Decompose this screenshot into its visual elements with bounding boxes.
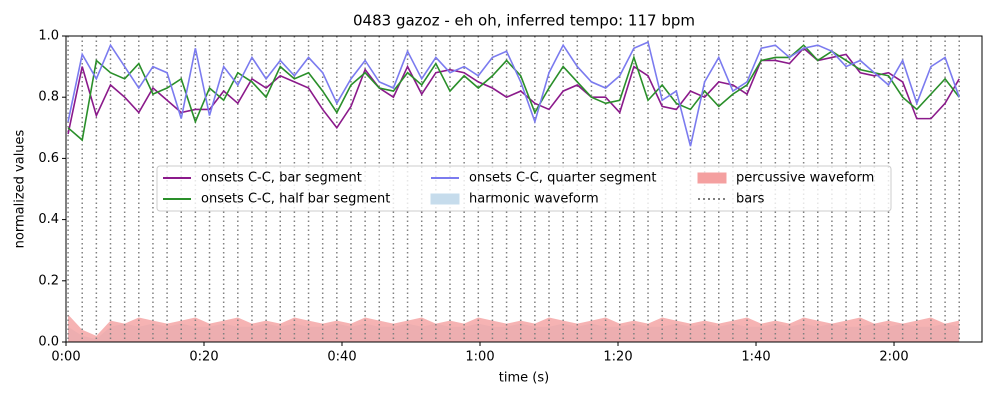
legend-label: percussive waveform <box>736 171 874 186</box>
legend-label: onsets C-C, quarter segment <box>469 171 656 186</box>
series-line <box>67 41 960 147</box>
x-tick-label: 0:00 <box>51 350 80 365</box>
legend-swatch <box>430 193 460 205</box>
x-tick-label: 2:00 <box>879 350 908 365</box>
y-tick-label: 0.6 <box>38 151 59 166</box>
legend-label: bars <box>736 192 765 207</box>
x-axis-label: time (s) <box>499 371 549 386</box>
legend-label: harmonic waveform <box>469 192 599 207</box>
legend-label: onsets C-C, half bar segment <box>201 192 390 207</box>
chart-title: 0483 gazoz - eh oh, inferred tempo: 117 … <box>353 12 695 30</box>
x-tick-label: 1:20 <box>603 350 632 365</box>
x-tick-label: 1:40 <box>741 350 770 365</box>
y-tick-label: 1.0 <box>38 29 59 44</box>
y-tick-label: 0.8 <box>38 90 59 105</box>
plot-frame <box>65 35 983 343</box>
series-line <box>67 47 960 135</box>
y-tick-label: 0.4 <box>38 212 59 227</box>
y-tick-label: 0.0 <box>38 335 59 350</box>
x-tick-label: 0:40 <box>327 350 356 365</box>
legend-swatch <box>697 172 727 184</box>
x-tick-label: 0:20 <box>189 350 218 365</box>
x-tick-label: 1:00 <box>465 350 494 365</box>
waveform-area <box>68 314 960 342</box>
legend-label: onsets C-C, bar segment <box>201 171 362 186</box>
y-axis-label: normalized values <box>13 129 28 248</box>
y-tick-label: 0.2 <box>38 273 59 288</box>
